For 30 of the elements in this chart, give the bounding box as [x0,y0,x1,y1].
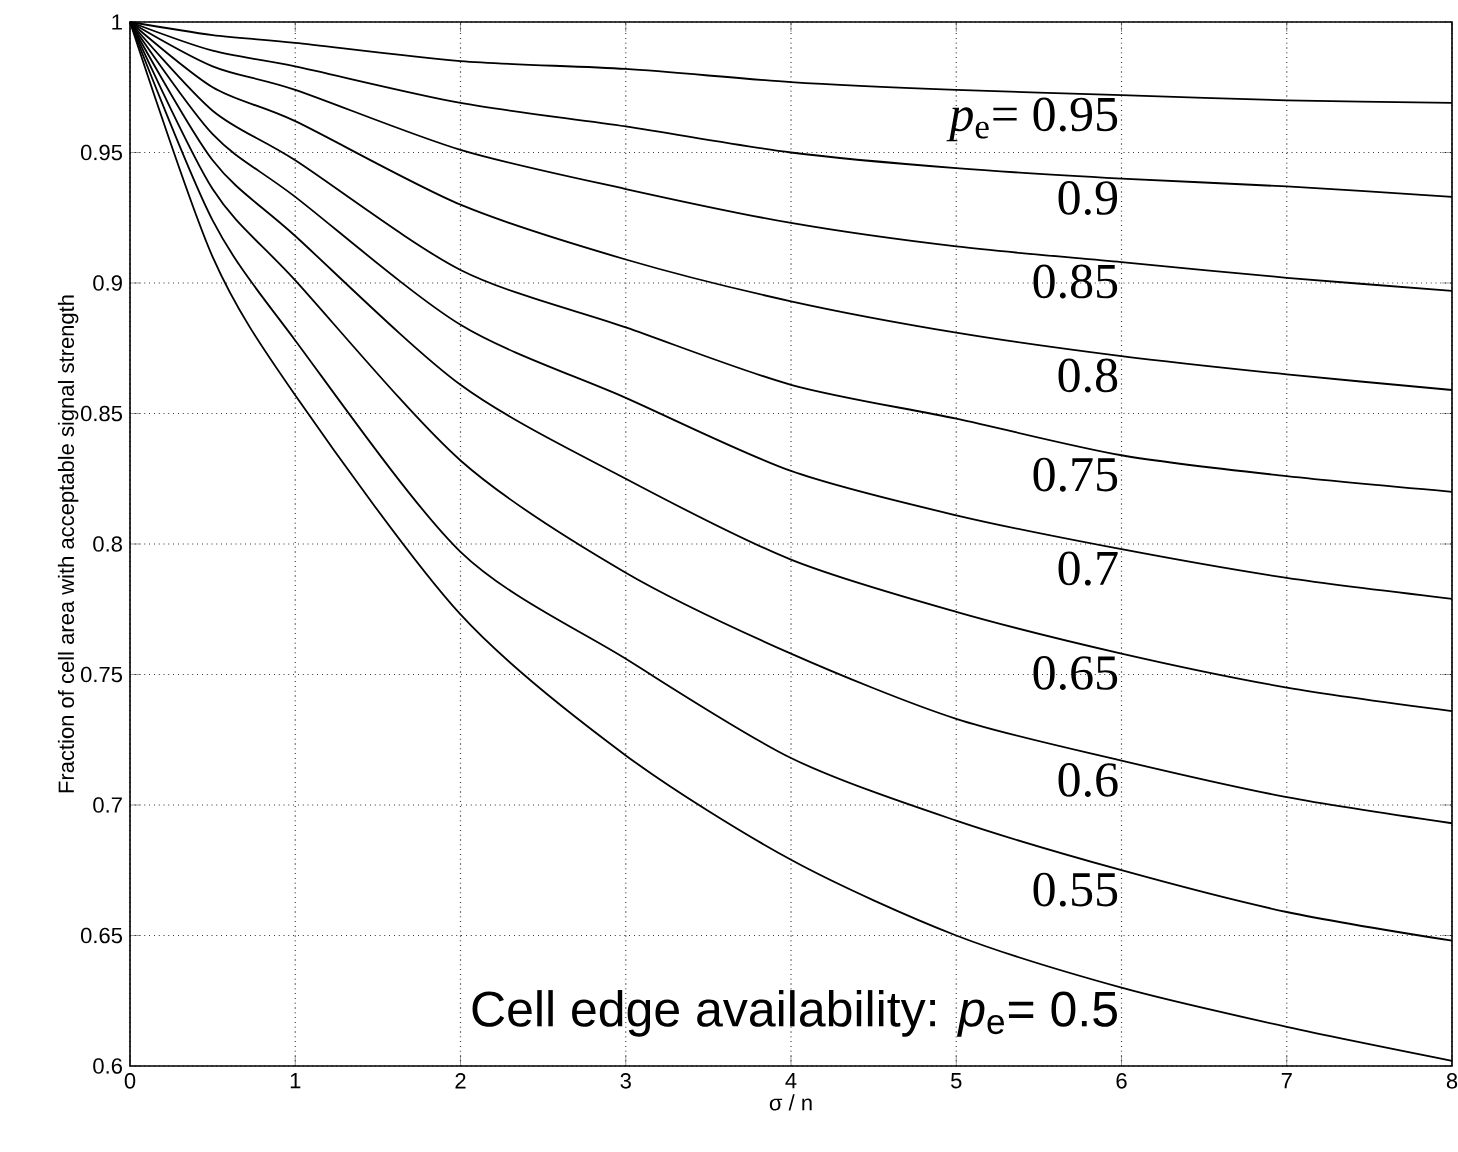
x-tick-label: 0 [124,1073,136,1089]
series-label: 0.9 [1058,181,1118,215]
series-label: 0.6 [1058,763,1118,797]
y-tick-label: 1 [112,14,122,30]
y-tick-label: 0.6 [93,1058,122,1074]
x-tick-label: 1 [290,1073,301,1089]
y-tick-label: 0.9 [93,275,122,291]
series-label: 0.85 [1033,264,1118,299]
x-tick-label: 6 [1116,1073,1127,1089]
y-tick-label: 0.85 [80,405,122,422]
x-tick-label: 4 [785,1073,797,1089]
series-label: 0.65 [1033,656,1118,690]
series-label: 0.55 [1033,872,1118,907]
series-label: p$_{e}$= 0.95 [946,97,1118,142]
x-tick-label: 2 [455,1073,466,1089]
series-label: 0.7 [1058,551,1118,586]
y-tick-label: 0.8 [93,536,122,552]
x-tick-label: 8 [1446,1073,1458,1089]
x-axis-title: σ / n [769,1094,812,1111]
y-axis-title: Fraction of cell area with acceptable signal strength [57,295,79,793]
x-tick-label: 3 [620,1073,631,1089]
x-tick-label: 7 [1281,1073,1292,1089]
series-label: 0.8 [1058,358,1118,393]
y-tick-label: 0.65 [80,927,122,944]
x-tick-label: 5 [951,1073,962,1089]
y-tick-label: 0.7 [93,797,122,813]
series-label: Cell edge availability: p$_{e}$= 0.5 [472,990,1117,1037]
y-tick-label: 0.75 [80,666,122,683]
series-label: 0.75 [1033,457,1118,492]
y-tick-label: 0.95 [80,144,122,161]
